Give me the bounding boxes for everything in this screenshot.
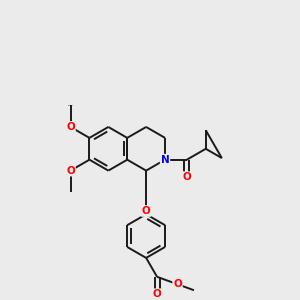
Text: O: O <box>173 279 182 289</box>
Text: O: O <box>182 172 191 182</box>
Text: O: O <box>153 289 161 299</box>
Text: O: O <box>66 122 75 132</box>
Text: methoxy: methoxy <box>68 104 74 106</box>
Text: O: O <box>66 166 75 176</box>
Text: O: O <box>142 206 151 216</box>
Text: N: N <box>161 155 170 165</box>
